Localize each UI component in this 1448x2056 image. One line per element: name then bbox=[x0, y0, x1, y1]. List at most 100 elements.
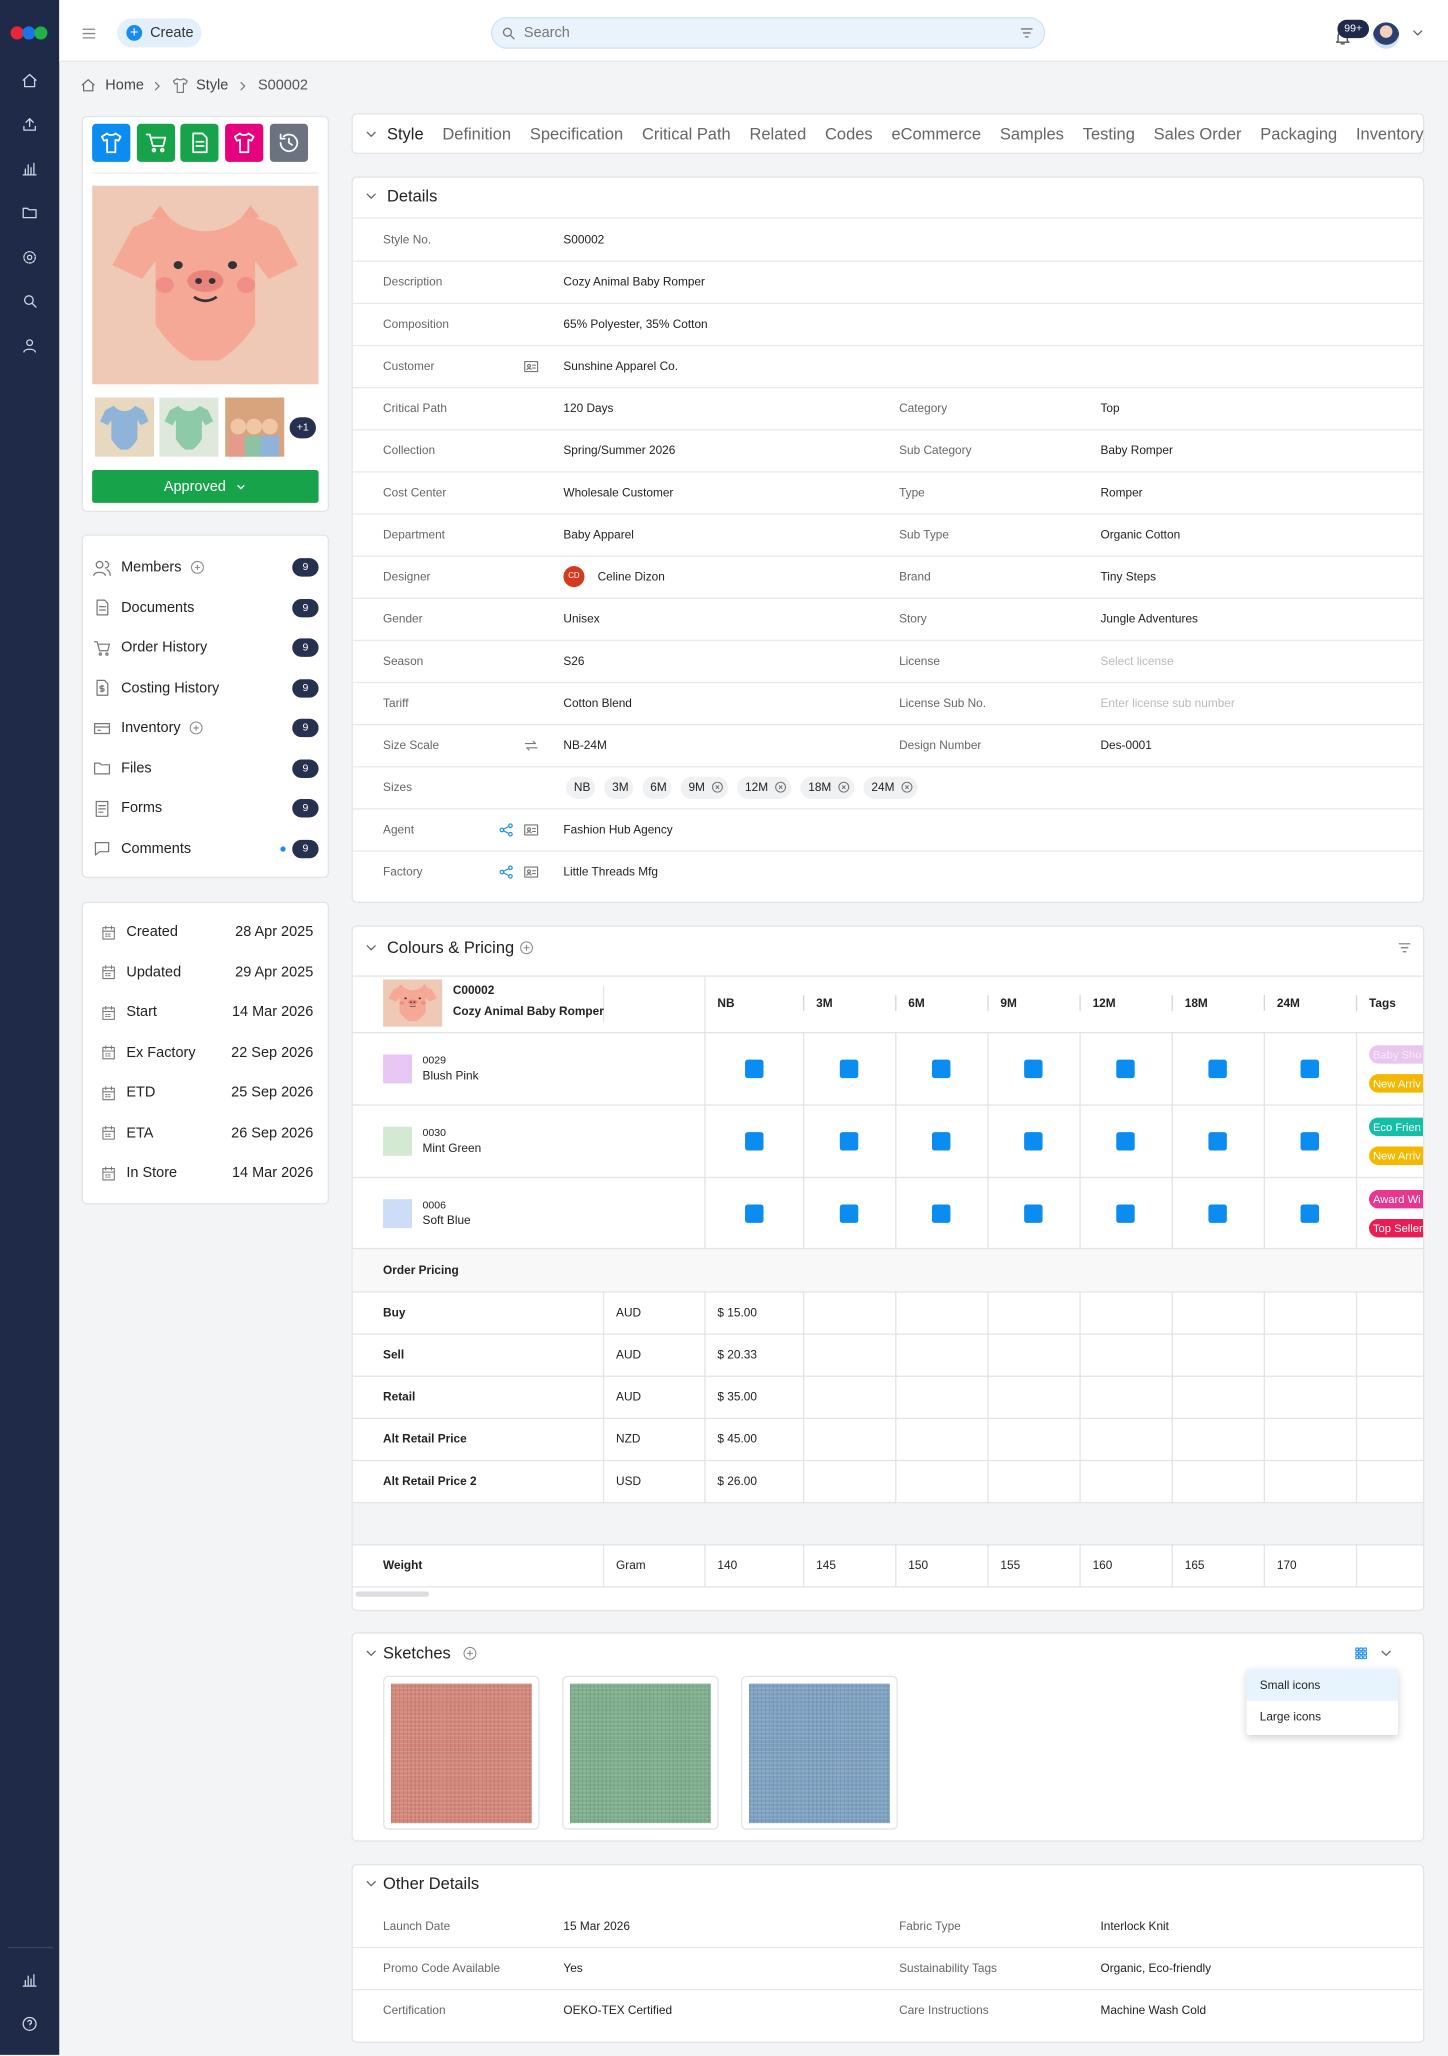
field-label: Design Number bbox=[899, 738, 982, 752]
link-row[interactable]: Documents bbox=[121, 597, 194, 618]
link-row[interactable]: Files bbox=[121, 758, 152, 779]
view-option[interactable]: Small icons bbox=[1259, 1678, 1321, 1692]
size-checkbox[interactable] bbox=[1208, 1059, 1227, 1078]
nav-icon[interactable] bbox=[21, 336, 38, 353]
size-checkbox[interactable] bbox=[839, 1131, 859, 1150]
tab[interactable]: eCommerce bbox=[891, 124, 982, 143]
size-checkbox[interactable] bbox=[1024, 1131, 1043, 1150]
view-menu[interactable] bbox=[1378, 1645, 1394, 1661]
link-row[interactable]: Forms bbox=[121, 798, 162, 819]
more-images[interactable]: +1 bbox=[289, 417, 316, 439]
tab[interactable]: Critical Path bbox=[641, 124, 731, 143]
remove-size[interactable] bbox=[837, 781, 850, 794]
tab[interactable]: Definition bbox=[442, 124, 512, 143]
menu-button[interactable] bbox=[80, 24, 97, 41]
collapse-icon[interactable] bbox=[363, 1645, 379, 1661]
link-row[interactable]: Members bbox=[121, 557, 205, 578]
tab[interactable]: Inventory bbox=[1355, 124, 1424, 143]
tab[interactable]: Style bbox=[387, 124, 424, 143]
size-checkbox[interactable] bbox=[744, 1059, 763, 1078]
search-filter[interactable] bbox=[1019, 25, 1035, 41]
size-checkbox[interactable] bbox=[1208, 1203, 1227, 1223]
size-checkbox[interactable] bbox=[931, 1131, 951, 1150]
action-tile[interactable] bbox=[180, 123, 220, 162]
breadcrumb-item[interactable]: Home bbox=[105, 77, 144, 94]
nav-icon[interactable] bbox=[21, 203, 38, 220]
nav-icon[interactable] bbox=[21, 292, 38, 309]
field-icon[interactable] bbox=[523, 821, 540, 838]
size-checkbox[interactable] bbox=[1024, 1203, 1043, 1223]
remove-size[interactable] bbox=[773, 781, 786, 794]
field-icon[interactable] bbox=[498, 863, 515, 880]
add-colour[interactable] bbox=[519, 940, 535, 956]
collapse-icon[interactable] bbox=[363, 1876, 379, 1892]
size-checkbox[interactable] bbox=[1300, 1059, 1319, 1078]
view-option[interactable]: Large icons bbox=[1259, 1709, 1322, 1724]
field-icon[interactable] bbox=[498, 821, 515, 838]
size-checkbox[interactable] bbox=[1116, 1203, 1135, 1223]
nav-icon[interactable] bbox=[21, 72, 38, 89]
link-row[interactable]: Costing History bbox=[121, 677, 219, 698]
collapse-icon[interactable] bbox=[363, 188, 379, 204]
size-checkbox[interactable] bbox=[1116, 1131, 1135, 1150]
icon-part bbox=[96, 679, 109, 696]
nav-icon[interactable] bbox=[21, 1971, 38, 1988]
tab[interactable]: Specification bbox=[529, 124, 624, 143]
size-checkbox[interactable] bbox=[839, 1059, 859, 1078]
field-value: Cozy Animal Baby Romper bbox=[563, 275, 705, 289]
status-button[interactable]: Approved bbox=[92, 469, 319, 503]
field-icon[interactable] bbox=[523, 737, 540, 754]
user-avatar[interactable] bbox=[1372, 22, 1400, 49]
tab[interactable]: Related bbox=[749, 124, 807, 143]
view-toggle[interactable] bbox=[1353, 1645, 1369, 1661]
link-row[interactable]: Comments bbox=[121, 838, 191, 859]
size-checkbox[interactable] bbox=[1116, 1059, 1135, 1078]
filter-button[interactable] bbox=[1397, 940, 1413, 956]
action-tile[interactable] bbox=[225, 123, 264, 162]
icon-part bbox=[26, 253, 33, 260]
tab[interactable]: Sales Order bbox=[1153, 124, 1242, 143]
breadcrumb-item[interactable]: Style bbox=[196, 77, 229, 94]
remove-size[interactable] bbox=[710, 781, 723, 794]
link-row[interactable]: Inventory bbox=[121, 717, 204, 738]
field-icon[interactable] bbox=[523, 357, 540, 374]
field-icon[interactable] bbox=[523, 863, 540, 880]
size-checkbox[interactable] bbox=[839, 1203, 859, 1223]
size-checkbox[interactable] bbox=[931, 1203, 951, 1223]
size-checkbox[interactable] bbox=[1024, 1059, 1043, 1078]
action-tile[interactable] bbox=[92, 123, 131, 162]
tab[interactable]: Samples bbox=[999, 124, 1064, 143]
size-checkbox[interactable] bbox=[744, 1203, 763, 1223]
tab[interactable]: Testing bbox=[1082, 124, 1135, 143]
field-placeholder[interactable]: Select license bbox=[1100, 654, 1174, 668]
nav-icon[interactable] bbox=[21, 248, 38, 265]
thumbnail[interactable] bbox=[94, 397, 155, 457]
field-placeholder[interactable]: Enter license sub number bbox=[1100, 696, 1235, 710]
collapse-icon[interactable] bbox=[363, 126, 379, 142]
nav-icon[interactable] bbox=[21, 115, 38, 132]
divider bbox=[351, 344, 1425, 347]
size-checkbox[interactable] bbox=[931, 1059, 951, 1078]
nav-icon[interactable] bbox=[21, 160, 38, 177]
search-box[interactable] bbox=[491, 17, 1046, 49]
collapse-icon[interactable] bbox=[363, 940, 379, 956]
add-sketch[interactable] bbox=[462, 1645, 478, 1661]
add-icon[interactable] bbox=[189, 720, 205, 736]
size-checkbox[interactable] bbox=[744, 1131, 763, 1150]
price-value: $ 26.00 bbox=[717, 1474, 757, 1488]
action-tile[interactable] bbox=[136, 123, 175, 162]
icon-part bbox=[520, 941, 533, 955]
size-checkbox[interactable] bbox=[1300, 1131, 1319, 1150]
tab[interactable]: Packaging bbox=[1260, 124, 1338, 143]
user-menu[interactable] bbox=[1410, 25, 1426, 41]
thumbnail[interactable] bbox=[159, 397, 219, 457]
help-icon[interactable] bbox=[21, 2015, 38, 2032]
tab[interactable]: Codes bbox=[825, 124, 873, 143]
link-row[interactable]: Order History bbox=[121, 637, 207, 658]
thumbnail[interactable] bbox=[225, 397, 285, 457]
size-checkbox[interactable] bbox=[1208, 1131, 1227, 1150]
size-checkbox[interactable] bbox=[1300, 1203, 1319, 1223]
remove-size[interactable] bbox=[900, 781, 913, 794]
add-icon[interactable] bbox=[189, 559, 205, 575]
divider bbox=[351, 639, 1425, 642]
